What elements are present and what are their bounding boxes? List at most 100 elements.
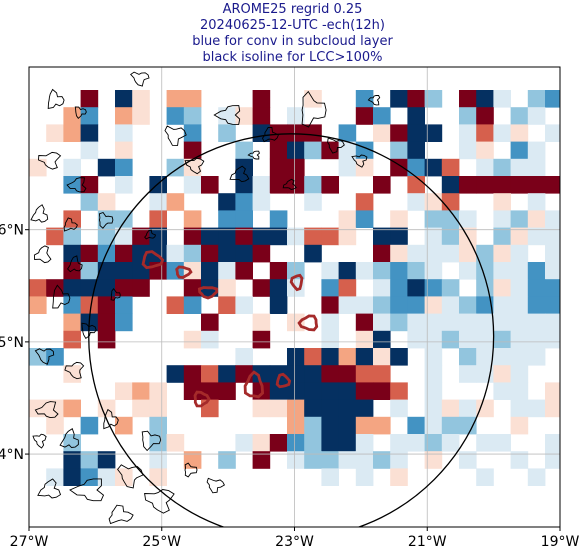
field-cell: [579, 193, 585, 211]
field-cell: [545, 210, 560, 228]
field-cell: [252, 107, 271, 125]
field-cell: [459, 90, 477, 108]
field-cell: [459, 348, 477, 366]
field-cell: [493, 227, 511, 246]
field-cell: [441, 193, 460, 211]
field-cell: [115, 416, 133, 435]
field-cell: [476, 399, 494, 418]
field-cell: [355, 90, 374, 108]
field-cell: [355, 451, 374, 469]
field-cell: [287, 141, 305, 160]
field-cell: [218, 382, 236, 400]
field-cell: [80, 176, 99, 194]
lcc-isoline: [144, 229, 157, 240]
field-cell: [304, 382, 322, 400]
field-cell: [390, 244, 408, 263]
field-cell: [390, 434, 408, 452]
field-cell: [493, 176, 511, 194]
field-cell: [562, 245, 580, 263]
field-cell: [545, 124, 560, 142]
field-cell: [201, 244, 219, 263]
field-cell: [252, 365, 271, 383]
field-cell: [545, 244, 560, 263]
field-cell: [321, 330, 339, 349]
field-cell: [579, 159, 585, 177]
field-cell: [149, 244, 167, 263]
field-cell: [373, 313, 391, 332]
field-cell: [476, 434, 494, 452]
field-cell: [63, 365, 81, 383]
field-cell: [476, 348, 494, 366]
lcc-isoline: [81, 322, 97, 340]
field-cell: [579, 124, 585, 142]
field-cell: [355, 348, 374, 366]
lcc-isoline: [52, 284, 71, 309]
field-cell: [493, 193, 511, 211]
field-cell: [252, 279, 271, 297]
field-cell: [407, 296, 425, 314]
lcc-isoline: [117, 464, 144, 489]
field-cell: [441, 296, 460, 314]
field-cell: [562, 279, 580, 297]
field-cell: [424, 451, 443, 469]
range-circle: [88, 133, 495, 527]
field-cell: [218, 124, 236, 142]
field-cell: [390, 158, 408, 177]
field-cell: [235, 348, 253, 366]
field-cell: [201, 382, 219, 400]
field-cell: [527, 193, 546, 211]
field-cell: [235, 296, 253, 314]
field-cell: [115, 262, 133, 280]
field-cell: [338, 158, 357, 177]
field-cell: [424, 330, 443, 349]
field-cell: [287, 382, 305, 400]
field-cell: [115, 227, 133, 246]
field-cell: [115, 210, 133, 228]
field-cell: [115, 107, 133, 125]
field-cell: [579, 451, 585, 469]
lcc-isoline: [66, 177, 87, 193]
field-cell: [304, 348, 322, 366]
field-cell: [545, 330, 560, 349]
field-cell: [201, 365, 219, 383]
field-cell: [166, 90, 185, 108]
field-cell: [390, 382, 408, 400]
field-cell: [390, 90, 408, 108]
field-cell: [441, 158, 460, 177]
field-cell: [166, 296, 185, 314]
field-cell: [269, 210, 288, 228]
field-cell: [545, 90, 560, 108]
field-cell: [338, 382, 357, 400]
field-cell: [287, 176, 305, 194]
y-tick-label: 5°N: [0, 335, 24, 351]
field-cell: [476, 296, 494, 314]
field-cell: [373, 176, 391, 194]
lcc-isoline: [74, 106, 87, 119]
y-tick-label: 4°N: [0, 447, 24, 463]
field-cell: [115, 158, 133, 177]
field-cell: [527, 176, 546, 194]
field-cell: [355, 158, 374, 177]
field-cell: [183, 90, 202, 108]
lcc-isoline: [59, 428, 79, 448]
field-cell: [441, 399, 460, 418]
field-cell: [373, 451, 391, 469]
field-cell: [115, 296, 133, 314]
field-cell: [562, 124, 580, 142]
lcc-isoline: [141, 430, 162, 452]
lcc-isoline: [247, 150, 260, 160]
field-cell: [80, 416, 99, 435]
x-tick-label: 23°W: [275, 534, 314, 550]
field-cell: [424, 399, 443, 418]
field-cell: [97, 399, 116, 418]
field-cell: [545, 434, 560, 452]
field-cell: [527, 399, 546, 418]
field-cell: [338, 296, 357, 314]
field-cell: [355, 210, 374, 228]
field-cell: [166, 107, 185, 125]
field-cell: [115, 141, 133, 160]
field-cell: [80, 262, 99, 280]
field-cell: [321, 313, 339, 332]
field-cell: [80, 451, 99, 469]
field-cell: [321, 262, 339, 280]
